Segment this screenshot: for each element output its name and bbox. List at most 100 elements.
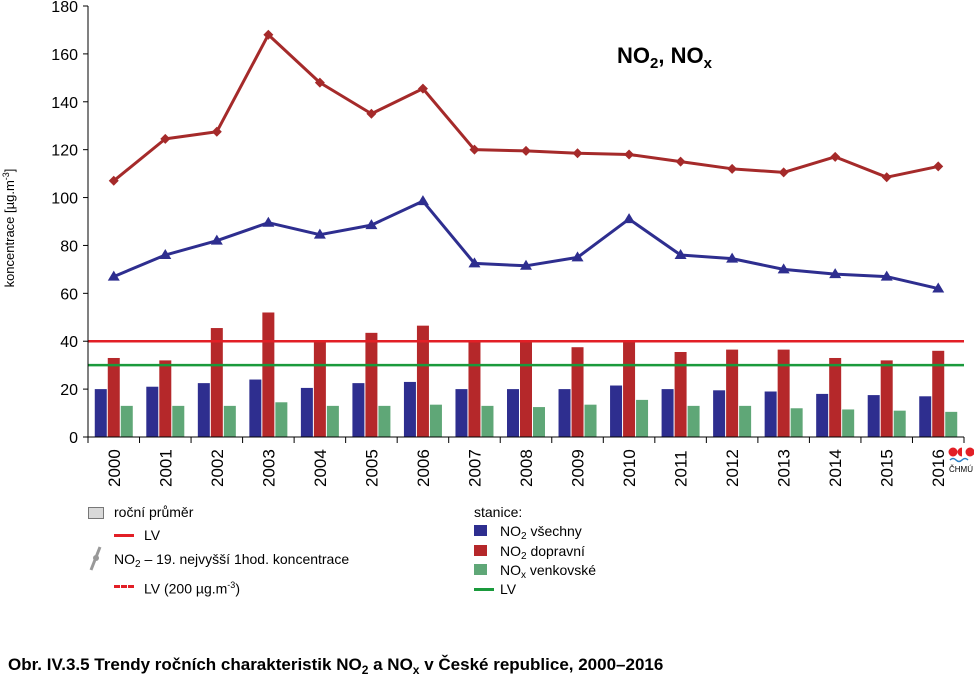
- bar-1-2011: [661, 389, 674, 437]
- marker-1-2013: [778, 167, 789, 178]
- x-tick-label-2007: 2007: [465, 449, 484, 487]
- marker-1-2012: [727, 163, 738, 174]
- bar-1-2002: [197, 383, 210, 437]
- bar-1-2004: [300, 387, 313, 437]
- marker-2-2004: [313, 228, 326, 239]
- marker-1-2005: [366, 108, 377, 119]
- marker-1-2007: [469, 144, 480, 155]
- bar-2-2007: [468, 340, 481, 437]
- figure-caption: Obr. IV.3.5 Trendy ročních charakteristi…: [8, 655, 664, 677]
- y-tick-label: 60: [60, 286, 78, 303]
- bar-1-2014: [816, 393, 829, 437]
- legend-swatch-box: [474, 525, 487, 536]
- bar-1-2000: [94, 389, 107, 437]
- bar-1-2012: [713, 390, 726, 437]
- logo-text: ČHMÚ: [949, 465, 973, 474]
- bar-2-2005: [365, 332, 378, 437]
- bar-2-2006: [416, 325, 429, 437]
- marker-2-2009: [571, 251, 584, 262]
- marker-1-2014: [830, 151, 841, 162]
- chart-title-group: NO2, NOx: [612, 40, 730, 72]
- marker-2-2011: [674, 249, 687, 260]
- y-tick-label: 40: [60, 334, 78, 351]
- bar-1-2007: [455, 389, 468, 437]
- bar-1-2013: [764, 391, 777, 437]
- marker-1-2002: [211, 126, 222, 137]
- bar-3-2005: [378, 405, 391, 437]
- legend-label: NOx venkovské: [500, 562, 597, 581]
- bar-3-2013: [790, 408, 803, 437]
- y-tick-label: 140: [51, 95, 78, 112]
- x-tick-label-2006: 2006: [414, 449, 433, 487]
- bar-2-2009: [571, 347, 584, 437]
- legend-swatch-slanted-line: [89, 546, 102, 571]
- logo-dot-right: [965, 447, 974, 457]
- marker-2-2002: [210, 234, 223, 245]
- x-tick-label-2005: 2005: [362, 449, 381, 487]
- bar-1-2005: [352, 383, 365, 437]
- x-tick-label-2014: 2014: [826, 449, 845, 487]
- bar-3-2011: [687, 405, 700, 437]
- y-tick-label: 0: [69, 430, 78, 447]
- bar-3-2012: [739, 405, 752, 437]
- x-tick-label-2012: 2012: [723, 449, 742, 487]
- legend-swatch-box: [474, 545, 487, 556]
- marker-1-2001: [160, 133, 171, 144]
- chart: 0 20 40 60 80 100 120 140 160 180 2000 2001 2002 2003…: [1, 0, 974, 487]
- bar-2-2015: [880, 360, 893, 437]
- x-tick-label-2000: 2000: [105, 449, 124, 487]
- bar-3-2016: [945, 411, 958, 437]
- bar-1-2001: [146, 386, 159, 437]
- bar-1-2006: [403, 381, 416, 437]
- legend-label: roční průměr: [114, 504, 194, 520]
- bar-3-2008: [533, 407, 545, 437]
- y-tick-label: 100: [51, 191, 78, 208]
- bars-group: [94, 312, 958, 437]
- marker-1-2008: [521, 145, 531, 156]
- legend-swatch-dashed: [114, 585, 134, 588]
- x-tick-label-2002: 2002: [208, 449, 227, 487]
- y-tick-label: 120: [51, 143, 78, 160]
- line-series-group: [107, 29, 945, 293]
- bar-2-2016: [932, 350, 945, 437]
- logo-dot-left: [948, 447, 958, 457]
- bar-3-2006: [429, 404, 442, 437]
- legend-label: LV: [144, 527, 161, 543]
- x-tick-label-2016: 2016: [929, 449, 948, 487]
- bar-2-2001: [159, 360, 172, 437]
- legend-swatch-line: [474, 588, 494, 591]
- legend-label: NO2 všechny: [500, 523, 582, 542]
- legend-swatch-box: [474, 564, 487, 575]
- marker-1-2004: [314, 77, 325, 88]
- marker-1-2015: [881, 172, 892, 183]
- marker-2-2000: [107, 270, 120, 281]
- y-axis-label: koncentrace [µg.m-3]: [1, 169, 17, 288]
- chmu-logo: ČHMÚ: [948, 447, 974, 474]
- marker-2-2013: [777, 263, 790, 274]
- marker-1-2000: [108, 175, 119, 186]
- y-tick-label: 180: [51, 0, 78, 16]
- legend-swatch-box: [88, 507, 104, 519]
- marker-1-2010: [624, 149, 635, 160]
- bar-3-2009: [584, 404, 597, 437]
- legend-label: LV (200 µg.m-3): [144, 580, 240, 597]
- bar-1-2010: [610, 385, 623, 437]
- x-tick-label-2001: 2001: [156, 449, 175, 487]
- bar-1-2008: [507, 389, 519, 437]
- bar-3-2007: [481, 405, 494, 437]
- bar-3-2003: [275, 402, 288, 437]
- series-line-2: [113, 199, 939, 291]
- bar-3-2014: [842, 409, 855, 437]
- marker-1-2009: [572, 148, 583, 159]
- bar-2-2013: [777, 349, 790, 437]
- bar-2-2003: [262, 312, 275, 437]
- x-tick-label-2015: 2015: [878, 449, 897, 487]
- title-background: [612, 40, 730, 70]
- bar-2-2008: [520, 340, 532, 437]
- marker-2-2007: [468, 257, 481, 268]
- marker-2-2012: [726, 252, 739, 263]
- x-tick-label-2011: 2011: [672, 450, 691, 487]
- limit-lines-group: [88, 339, 964, 367]
- bar-3-2004: [326, 405, 339, 437]
- marker-2-2014: [829, 268, 842, 279]
